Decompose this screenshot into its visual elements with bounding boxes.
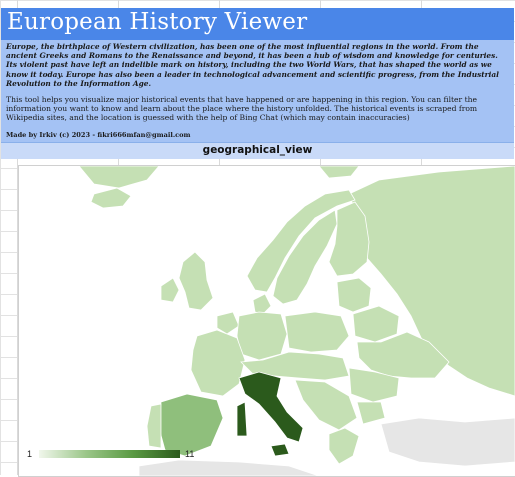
- legend-min-label: 1: [27, 449, 33, 459]
- country-turkey[interactable]: [380, 417, 515, 467]
- country-germany[interactable]: [236, 311, 288, 361]
- country-uk[interactable]: [178, 251, 214, 311]
- country-finland[interactable]: [328, 201, 370, 277]
- country-greenland[interactable]: [78, 166, 160, 189]
- country-belarus[interactable]: [352, 305, 400, 343]
- island-sicily[interactable]: [270, 443, 290, 457]
- country-portugal[interactable]: [146, 403, 162, 449]
- country-svalbard[interactable]: [318, 166, 360, 179]
- country-romania[interactable]: [348, 367, 400, 403]
- country-benelux[interactable]: [216, 311, 240, 335]
- legend-max-label: 11: [185, 449, 195, 459]
- column-divider: [17, 0, 18, 475]
- country-greece[interactable]: [328, 427, 360, 465]
- country-poland[interactable]: [284, 311, 350, 353]
- country-denmark[interactable]: [252, 293, 272, 315]
- geo-chart[interactable]: 1 11: [18, 165, 515, 477]
- country-italy[interactable]: [238, 371, 304, 443]
- country-balkans[interactable]: [294, 379, 358, 431]
- country-bulgaria[interactable]: [356, 401, 386, 425]
- country-baltics[interactable]: [336, 277, 372, 313]
- color-legend: 1 11: [27, 446, 217, 466]
- country-ireland[interactable]: [160, 277, 180, 303]
- europe-map[interactable]: [19, 166, 515, 476]
- country-ukraine[interactable]: [356, 331, 450, 379]
- header-banner: European History Viewer Europe, the birt…: [1, 8, 514, 159]
- credit-text: Made by Irkiv (c) 2023 - fikri666mfan@gm…: [6, 131, 191, 139]
- legend-gradient-bar: [39, 450, 180, 458]
- view-title-bar: geographical_view: [1, 142, 514, 159]
- island-sardinia[interactable]: [236, 401, 248, 437]
- north-africa: [138, 459, 320, 476]
- title-bar: European History Viewer: [1, 8, 514, 40]
- country-norway[interactable]: [246, 189, 356, 293]
- view-title: geographical_view: [202, 144, 313, 156]
- page-title: European History Viewer: [7, 9, 308, 35]
- country-iceland[interactable]: [90, 187, 132, 209]
- intro-text: Europe, the birthplace of Western civili…: [6, 42, 499, 88]
- country-france[interactable]: [190, 329, 246, 397]
- description-text: This tool helps you visualize major hist…: [6, 95, 478, 123]
